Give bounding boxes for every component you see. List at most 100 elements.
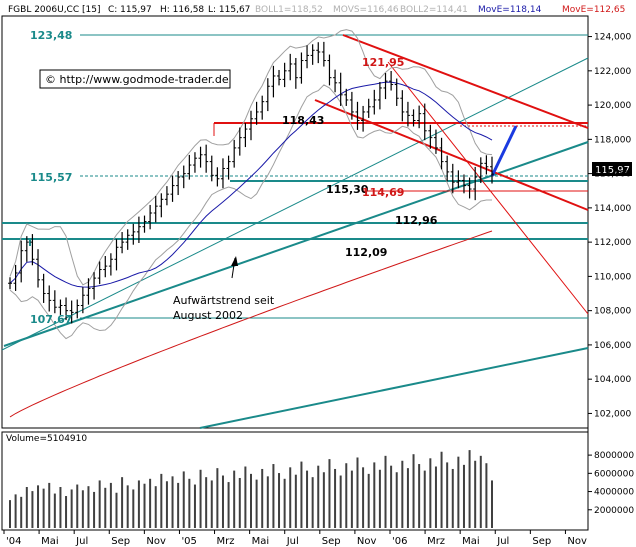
volume-bar [160, 473, 163, 528]
volume-bar [395, 472, 398, 528]
uptrend-line [3, 141, 589, 347]
volume-bar [300, 461, 303, 528]
volume-bar [143, 483, 146, 528]
x-tick-label: Mrz [427, 536, 445, 547]
volume-bar [115, 492, 118, 528]
volume-bar [446, 462, 449, 528]
volume-bar [468, 450, 471, 528]
volume-bar [345, 463, 348, 528]
last-price-marker: 115,97 [592, 162, 632, 176]
volume-bar [328, 459, 331, 528]
trend-lines [1, 34, 589, 429]
x-tick-label: Mai [41, 536, 59, 547]
volume-bar [171, 476, 174, 528]
volume-bar [283, 478, 286, 528]
volume-bar [250, 473, 252, 528]
volume-bar [9, 500, 11, 528]
volume-bar [126, 485, 129, 528]
volume-bar [266, 476, 269, 528]
volume-bar [233, 470, 236, 528]
red-channel-bottom [314, 99, 589, 211]
price-y-axis: 102,000 104,000 106,000 108,000 110,000 112,0… [588, 33, 631, 419]
volume-tick-label: 2000000 [594, 506, 634, 516]
volume-bar [491, 480, 493, 528]
volume-bar [367, 473, 370, 528]
price-bars [8, 41, 494, 324]
volume-bar [317, 465, 320, 528]
header-movs: MOVS=116,46 [333, 5, 399, 15]
volume-bar [104, 487, 107, 528]
x-tick-label: Sep [532, 536, 551, 547]
y-tick-label: 124,000 [594, 33, 631, 43]
volume-bar [289, 467, 292, 528]
volume-bar [474, 460, 477, 528]
label-11530: 115,30 [326, 183, 369, 196]
volume-bar [350, 470, 353, 528]
projection-arrow [490, 125, 518, 177]
volume-bar [137, 480, 140, 528]
volume-bar [412, 454, 415, 528]
volume-bar [98, 480, 101, 528]
volume-bar [149, 478, 152, 528]
red-channel-top [342, 34, 589, 129]
volume-bar [76, 484, 79, 528]
volume-bars [9, 450, 493, 528]
label-11843: 118,43 [282, 114, 324, 127]
label-10767: 107,67 [30, 313, 72, 326]
label-12348: 123,48 [30, 29, 72, 42]
volume-bar [418, 464, 421, 528]
volume-bar [109, 482, 112, 528]
volume-bar [356, 457, 359, 528]
volume-bar [227, 482, 230, 528]
volume-y-axis: 2000000 4000000 6000000 8000000 [588, 451, 634, 516]
y-tick-label: 120,000 [594, 101, 631, 111]
volume-bar [65, 496, 68, 528]
move-blue-line [9, 81, 493, 288]
bollinger-upper [9, 29, 493, 286]
x-tick-label: Jul [75, 536, 88, 547]
volume-bar [177, 482, 180, 528]
volume-bar [384, 455, 387, 528]
x-tick-label: '05 [181, 536, 196, 547]
y-tick-label: 104,000 [594, 375, 631, 385]
volume-bar [334, 468, 337, 528]
header-boll1: BOLL1=118,52 [255, 5, 323, 15]
volume-bar [14, 494, 17, 528]
copyright-box: © http://www.godmode-trader.de [39, 69, 231, 89]
volume-bar [221, 475, 224, 528]
header-close: C: 115,97 [108, 5, 152, 15]
volume-tick-label: 4000000 [594, 488, 634, 498]
volume-label: Volume=5104910 [6, 434, 87, 444]
header-move-red: MovE=112,65 [562, 5, 625, 15]
red-fan-line [387, 61, 589, 315]
trend-annotation-line1: Aufwärtstrend seit [173, 294, 275, 307]
label-11557: 115,57 [30, 171, 72, 184]
volume-bar [479, 455, 482, 528]
x-tick-label: Nov [357, 536, 377, 547]
volume-bar [401, 460, 404, 528]
time-x-axis: '04 Mai Jul Sep Nov '05 Mrz Mai Jul Sep Nov '06 Mrz M… [3, 530, 587, 547]
x-tick-label: Mrz [217, 536, 235, 547]
volume-bar [37, 485, 40, 528]
indicator-lines [9, 29, 493, 418]
x-tick-label: Jul [496, 536, 509, 547]
volume-bar [434, 466, 437, 528]
volume-bar [59, 487, 62, 528]
volume-bar [339, 475, 342, 528]
volume-bar [121, 477, 124, 528]
volume-bar [429, 458, 432, 528]
y-tick-label: 112,000 [594, 238, 631, 248]
header-low: L: 115,67 [208, 5, 250, 15]
trend-annotation-line2: August 2002 [173, 309, 243, 322]
volume-tick-label: 6000000 [594, 469, 634, 479]
volume-bar [216, 468, 219, 528]
volume-bar [462, 464, 465, 528]
volume-bar [20, 496, 23, 528]
header-symbol: FGBL 2006U,CC [15] [8, 5, 100, 15]
volume-bar [25, 487, 28, 528]
volume-bar [378, 469, 381, 528]
volume-bar [244, 466, 247, 528]
volume-bar [406, 468, 409, 528]
volume-bar [193, 484, 196, 528]
